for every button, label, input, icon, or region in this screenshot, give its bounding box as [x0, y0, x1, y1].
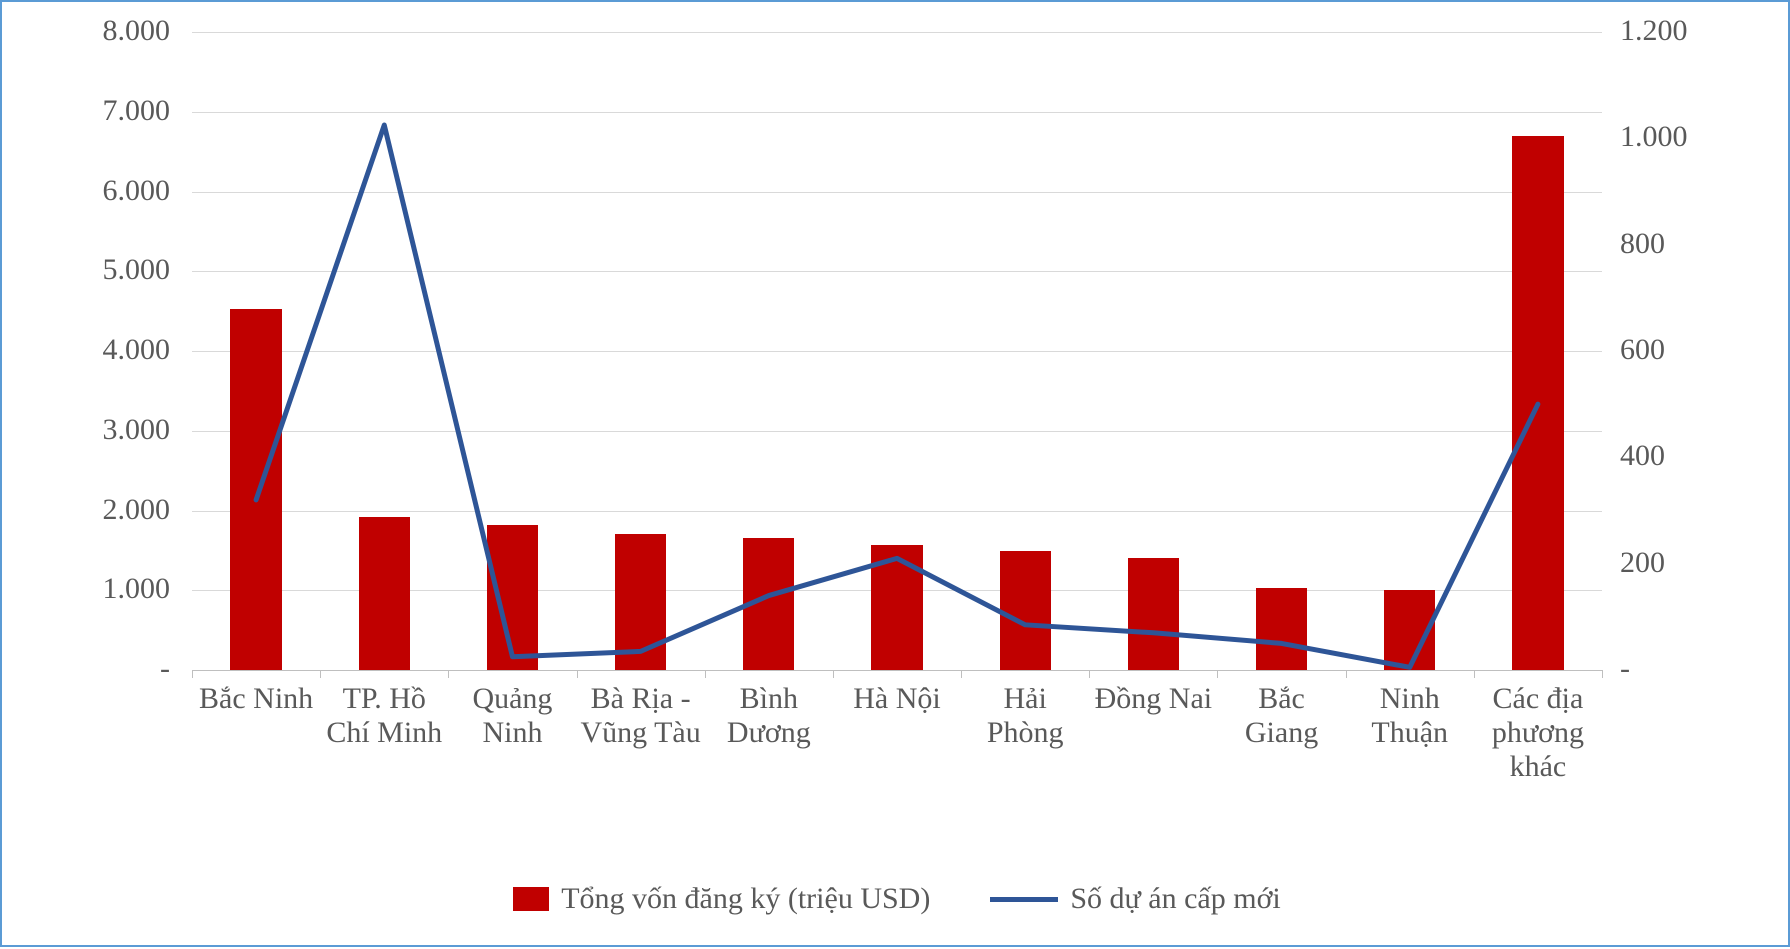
legend-label-bar: Tổng vốn đăng ký (triệu USD) [561, 882, 930, 916]
legend: Tổng vốn đăng ký (triệu USD) Số dự án cấp… [2, 882, 1790, 916]
legend-swatch-bar [513, 887, 549, 911]
legend-item-line: Số dự án cấp mới [990, 882, 1280, 916]
legend-swatch-line [990, 897, 1058, 902]
line-series-layer [2, 2, 1790, 949]
line-series [256, 125, 1538, 667]
chart-frame: -1.0002.0003.0004.0005.0006.0007.0008.00… [0, 0, 1790, 947]
legend-item-bar: Tổng vốn đăng ký (triệu USD) [513, 882, 930, 916]
legend-label-line: Số dự án cấp mới [1070, 882, 1280, 916]
